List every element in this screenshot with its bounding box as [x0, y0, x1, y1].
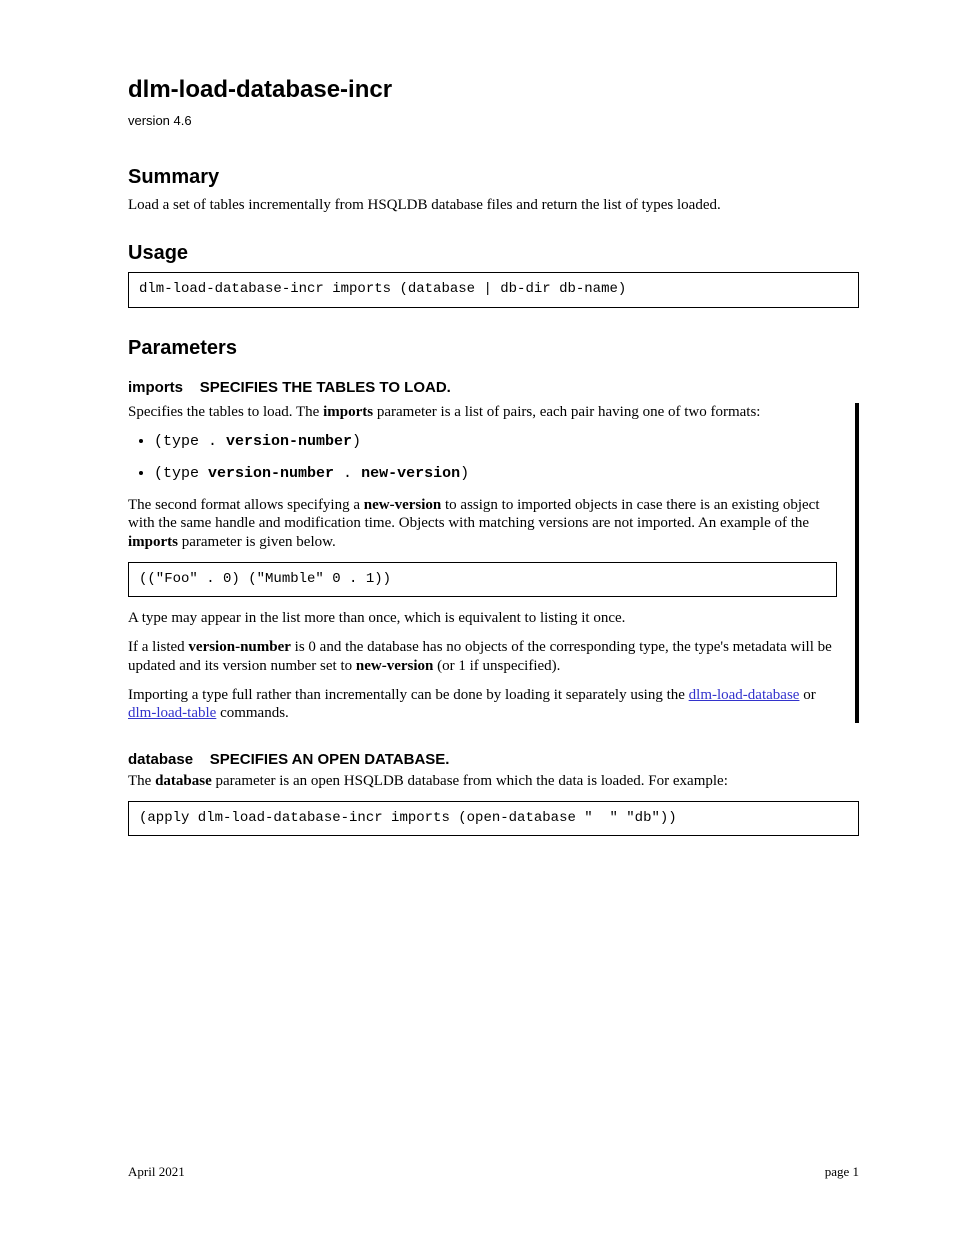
- param-database-text: The database parameter is an open HSQLDB…: [128, 772, 859, 791]
- footer-date: April 2021: [128, 1164, 185, 1179]
- page: dlm-load-database-incr version 4.6 Summa…: [0, 0, 954, 1235]
- page-footer: April 2021 page 1: [128, 1164, 859, 1180]
- param-imports-block: Specifies the tables to load. The import…: [128, 403, 859, 723]
- link-dlm-load-table[interactable]: dlm-load-table: [128, 705, 216, 721]
- param-imports-p3: If a listed version-number is 0 and the …: [128, 638, 837, 676]
- version-line: version 4.6: [128, 113, 859, 129]
- page-title: dlm-load-database-incr: [128, 75, 859, 105]
- param-imports-label: imports SPECIFIES THE TABLES TO LOAD.: [128, 379, 859, 398]
- param-database-name: database: [128, 751, 193, 768]
- usage-heading: Usage: [128, 241, 859, 266]
- param-imports-codebox: (("Foo" . 0) ("Mumble" 0 . 1)): [128, 562, 837, 598]
- param-imports-intro: Specifies the tables to load. The import…: [128, 403, 837, 422]
- param-imports-desc: SPECIFIES THE TABLES TO LOAD.: [200, 379, 451, 396]
- param-imports-after: A type may appear in the list more than …: [128, 609, 837, 628]
- usage-codebox: dlm-load-database-incr imports (database…: [128, 272, 859, 308]
- param-imports-para2: The second format allows specifying a ne…: [128, 496, 837, 552]
- param-imports-bullets: (type . version-number) (type version-nu…: [154, 432, 837, 484]
- param-imports-name: imports: [128, 379, 183, 396]
- parameters-heading: Parameters: [128, 336, 859, 361]
- bullet-item: (type . version-number): [154, 432, 837, 452]
- link-dlm-load-database[interactable]: dlm-load-database: [689, 687, 800, 703]
- param-database-desc: SPECIFIES AN OPEN DATABASE.: [210, 751, 450, 768]
- summary-text: Load a set of tables incrementally from …: [128, 196, 859, 215]
- param-imports-p4: Importing a type full rather than increm…: [128, 686, 837, 724]
- param-database-label: database SPECIFIES AN OPEN DATABASE.: [128, 751, 859, 770]
- param-database-codebox: (apply dlm-load-database-incr imports (o…: [128, 801, 859, 837]
- footer-page: page 1: [825, 1164, 859, 1180]
- summary-heading: Summary: [128, 165, 859, 190]
- bullet-item: (type version-number . new-version): [154, 464, 837, 484]
